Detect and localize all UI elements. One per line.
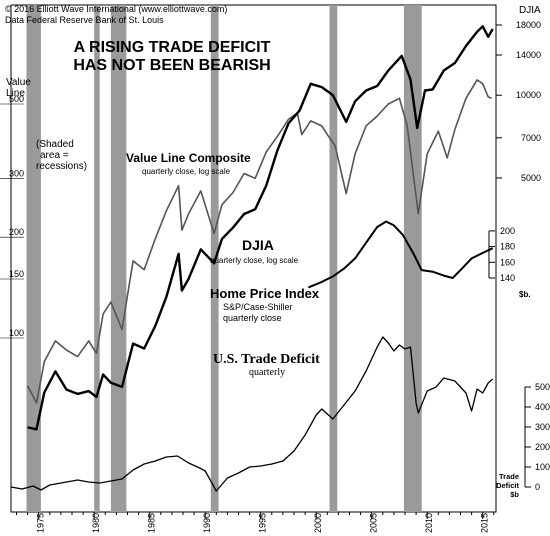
value-line-note: quarterly close, log scale: [142, 167, 231, 176]
x-tick-label-2005: 2005: [369, 513, 379, 533]
trade-deficit-label: U.S. Trade Deficit: [213, 352, 320, 367]
djia-axis-label: DJIA: [519, 5, 541, 16]
series-line-u-s-trade-deficit: [10, 336, 494, 492]
home-price-tick-label-180: 180: [500, 242, 515, 252]
title-line-2: HAS NOT BEEN BEARISH: [73, 57, 270, 74]
x-tick-label-2000: 2000: [313, 513, 323, 533]
value-line-tick-label-200: 200: [9, 227, 24, 237]
x-tick-label-1995: 1995: [258, 513, 268, 533]
series-line-djia: [27, 25, 494, 431]
home-price-note-line-1: S&P/Case-Shiller: [223, 302, 293, 312]
deficit-tick-label-300: 300: [535, 422, 550, 432]
recession-band-3: [110, 5, 127, 512]
recession-band-6: [403, 5, 422, 512]
value-line-axis-label-1: Value: [6, 77, 31, 88]
plot-frame: [10, 4, 497, 513]
home-price-tick-label-160: 160: [500, 257, 515, 267]
djia-tick-label-14000: 14000: [516, 50, 541, 60]
credit-text: © 2016 Elliott Wave International (www.e…: [5, 4, 227, 14]
recession-band-1: [26, 5, 41, 512]
series-line-home-price-index: [308, 220, 494, 289]
label-home-price: Home Price Index S&P/Case-Shillerquarter…: [210, 286, 320, 323]
label-value-line: Value Line Composite quarterly close, lo…: [126, 151, 251, 176]
x-tick-label-1980: 1980: [91, 513, 101, 533]
home-price-tick-label-200: 200: [500, 226, 515, 236]
label-djia: DJIA quarterly close, log scale: [210, 237, 299, 265]
x-tick-label-1975: 1975: [36, 513, 46, 533]
x-tick-label-1990: 1990: [202, 513, 212, 533]
recessions-note-line-1: (Shaded: [36, 139, 74, 150]
source-text: Data Federal Reserve Bank of St. Louis: [5, 15, 164, 25]
value-line-label: Value Line Composite: [126, 151, 251, 165]
deficit-tick-label-0: 0: [535, 482, 540, 492]
recession-band-2: [94, 5, 100, 512]
home-price-note-line-2: quarterly close: [223, 313, 282, 323]
home-price-tick-label-140: 140: [500, 273, 515, 283]
deficit-tick-label-200: 200: [535, 442, 550, 452]
title-line-1: A RISING TRADE DEFICIT: [74, 39, 271, 56]
recessions-note-line-3: recessions): [36, 161, 87, 172]
deficit-tick-label-100: 100: [535, 462, 550, 472]
deficit-tick-label-500: 500: [535, 382, 550, 392]
djia-tick-label-18000: 18000: [516, 20, 541, 30]
deficit-axis-label-1: Trade: [499, 472, 519, 481]
deficit-tick-label-400: 400: [535, 402, 550, 412]
value-line-tick-label-500: 500: [9, 94, 24, 104]
djia-tick-label-10000: 10000: [516, 90, 541, 100]
trade-deficit-note: quarterly: [249, 367, 285, 378]
series-line-value-line-composite: [26, 79, 492, 404]
x-tick-label-1985: 1985: [147, 513, 157, 533]
value-line-tick-label-300: 300: [9, 168, 24, 178]
value-line-axis-label-2: Line: [6, 88, 25, 99]
home-price-unit: $b.: [519, 290, 531, 299]
djia-tick-label-7000: 7000: [521, 133, 541, 143]
title: A RISING TRADE DEFICIT HAS NOT BEEN BEAR…: [73, 39, 270, 74]
djia-series-label: DJIA: [242, 237, 274, 253]
deficit-axis-label-3: $b: [510, 490, 519, 499]
djia-tick-label-5000: 5000: [521, 173, 541, 183]
recessions-note-line-2: area =: [40, 150, 69, 161]
x-tick-label-2010: 2010: [424, 513, 434, 533]
label-trade-deficit: U.S. Trade Deficit quarterly: [213, 352, 320, 378]
djia-series-note: quarterly close, log scale: [210, 256, 299, 265]
home-price-label: Home Price Index: [210, 286, 320, 301]
deficit-axis-label-2: Deficit: [496, 481, 519, 490]
value-line-tick-label-150: 150: [9, 269, 24, 279]
x-tick-label-2015: 2015: [480, 513, 490, 533]
recession-band-5: [329, 5, 338, 512]
value-line-tick-label-100: 100: [9, 328, 24, 338]
